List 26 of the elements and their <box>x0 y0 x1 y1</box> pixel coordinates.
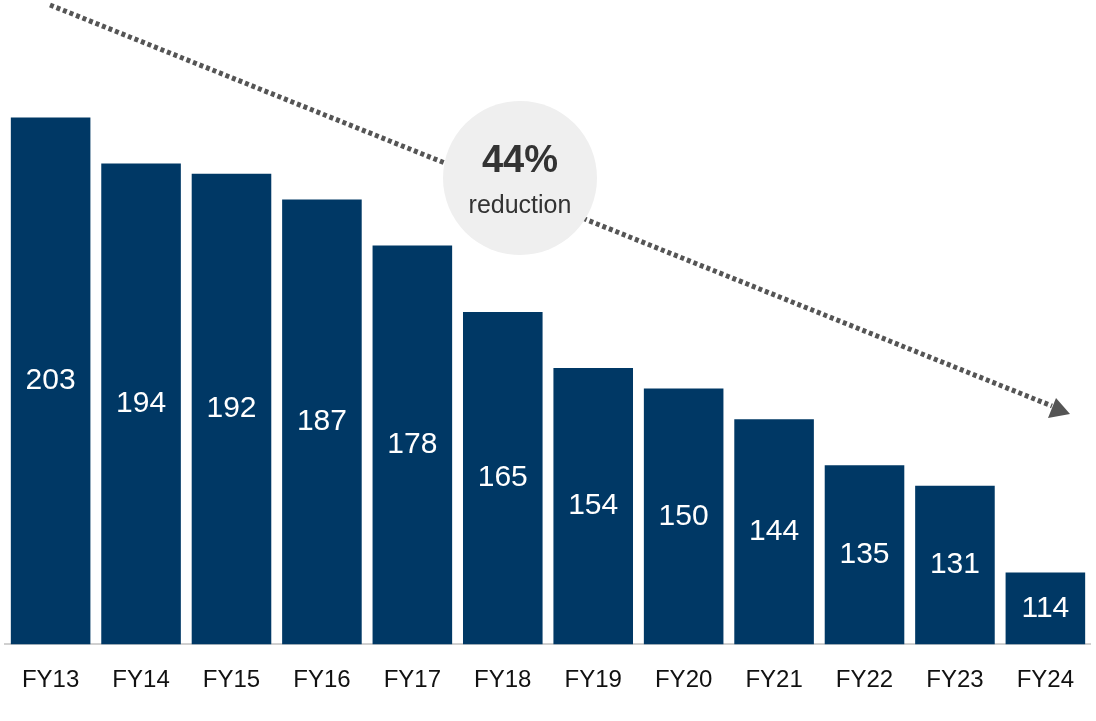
x-tick-label: FY15 <box>202 665 261 693</box>
data-label: 178 <box>387 426 438 460</box>
annotation: 44% <box>480 138 560 181</box>
x-tick-label: FY22 <box>835 665 894 693</box>
data-label: 131 <box>929 546 980 580</box>
data-label: 150 <box>658 497 709 531</box>
x-tick-label: FY14 <box>112 665 170 693</box>
x-tick-label: FY18 <box>474 665 532 693</box>
x-tick-label: FY21 <box>745 665 803 693</box>
x-tick-label: FY24 <box>1016 665 1075 693</box>
data-label: 194 <box>116 385 167 419</box>
x-tick-label: FY20 <box>654 665 713 693</box>
data-label: 203 <box>25 362 76 396</box>
x-tick-label: FY23 <box>926 665 984 693</box>
x-tick-label: FY13 <box>21 665 80 693</box>
x-tick-label: FY19 <box>564 665 622 693</box>
x-tick-label: FY17 <box>383 665 442 693</box>
data-label: 187 <box>296 403 347 437</box>
data-label: 192 <box>206 390 257 424</box>
annotation: reduction <box>467 190 573 219</box>
data-label: 144 <box>749 512 800 546</box>
x-tick-label: FY16 <box>293 665 351 693</box>
data-label: 154 <box>568 487 619 521</box>
data-label: 135 <box>839 535 890 569</box>
data-label: 114 <box>1021 589 1070 623</box>
data-label: 165 <box>477 459 528 493</box>
